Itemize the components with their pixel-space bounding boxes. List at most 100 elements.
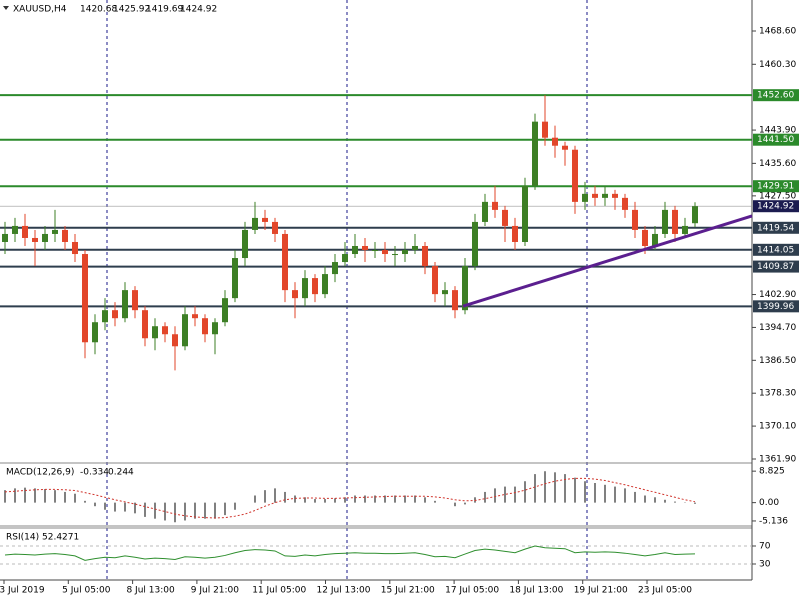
candle-body xyxy=(382,250,388,255)
candle-body xyxy=(202,318,208,335)
ohlc-low: 1419.69 xyxy=(146,5,183,15)
candle-body xyxy=(142,310,148,339)
candle-body xyxy=(512,225,518,242)
candle-body xyxy=(482,201,488,222)
level-label: 1399.96 xyxy=(757,302,794,312)
y-tick-label: 1468.60 xyxy=(759,27,796,37)
ohlc-close: 1424.92 xyxy=(180,5,217,15)
candle-body xyxy=(52,229,58,234)
y-tick-label: 1378.30 xyxy=(759,389,796,399)
macd-value: -0.334 xyxy=(80,468,109,478)
x-tick-label: 3 Jul 2019 xyxy=(0,586,45,596)
candle-body xyxy=(562,145,568,150)
level-label-box xyxy=(753,89,799,102)
x-tick-label: 8 Jul 13:00 xyxy=(126,586,175,596)
candle-body xyxy=(242,229,248,259)
candle-body xyxy=(462,266,468,311)
candle-body xyxy=(232,258,238,299)
macd-signal-line xyxy=(4,477,696,519)
candle-body xyxy=(542,121,548,138)
y-tick-label: 1394.70 xyxy=(759,323,796,333)
level-label: 1452.60 xyxy=(757,91,794,101)
candle-body xyxy=(472,221,478,267)
candle-body xyxy=(632,209,638,230)
current-price-label: 1424.92 xyxy=(757,202,794,212)
candle-body xyxy=(522,185,528,242)
level-label-box xyxy=(753,300,799,313)
level-label-box xyxy=(753,180,799,193)
candle-body xyxy=(92,322,98,343)
candle-body xyxy=(592,193,598,198)
macd-title: MACD(12,26,9) xyxy=(6,468,74,478)
candle-body xyxy=(2,233,8,242)
trend-line xyxy=(462,214,753,308)
candle-body xyxy=(572,149,578,202)
candle-body xyxy=(642,229,648,246)
candle-body xyxy=(152,326,158,339)
candle-body xyxy=(402,250,408,255)
y-tick-label: 8.825 xyxy=(759,467,785,477)
candle-body xyxy=(372,250,378,252)
candle-body xyxy=(432,266,438,295)
y-tick-label: 1402.90 xyxy=(759,290,796,300)
candle-body xyxy=(612,193,618,198)
candle-body xyxy=(62,229,68,242)
rsi-value: 52.4271 xyxy=(42,533,79,543)
level-label: 1441.50 xyxy=(757,135,794,145)
y-tick-label: 1370.10 xyxy=(759,422,796,432)
candle-body xyxy=(422,245,428,267)
candle-body xyxy=(352,245,358,255)
x-tick-label: 18 Jul 13:00 xyxy=(509,586,563,596)
level-label-box xyxy=(753,260,799,273)
candle-body xyxy=(362,245,368,251)
candle-body xyxy=(622,197,628,210)
x-tick-label: 19 Jul 21:00 xyxy=(574,586,628,596)
y-tick-label: 1386.50 xyxy=(759,356,796,366)
candle-body xyxy=(282,233,288,291)
level-label-box xyxy=(753,133,799,146)
candle-body xyxy=(262,217,268,222)
level-label: 1409.87 xyxy=(757,262,794,272)
candle-body xyxy=(42,233,48,242)
symbol-title: XAUUSD,H4 xyxy=(13,5,67,15)
candle-body xyxy=(122,290,128,319)
candle-body xyxy=(292,290,298,299)
y-tick-label: 1361.90 xyxy=(759,454,796,464)
candle-body xyxy=(312,278,318,295)
candle-body xyxy=(72,241,78,255)
candle-body xyxy=(602,193,608,198)
candle-body xyxy=(392,254,398,256)
candle-body xyxy=(652,233,658,246)
candle-body xyxy=(82,254,88,343)
candle-body xyxy=(212,322,218,335)
x-tick-label: 23 Jul 05:00 xyxy=(638,586,692,596)
x-tick-label: 17 Jul 05:00 xyxy=(445,586,499,596)
y-tick-label: 0.00 xyxy=(759,498,779,508)
candle-body xyxy=(222,298,228,323)
candle-body xyxy=(342,254,348,263)
menu-arrow[interactable] xyxy=(3,6,9,10)
level-label-box xyxy=(753,221,799,234)
candle-body xyxy=(442,290,448,295)
rsi-title: RSI(14) xyxy=(6,533,39,543)
x-tick-label: 12 Jul 13:00 xyxy=(317,586,371,596)
level-label: 1414.05 xyxy=(757,245,794,255)
y-tick-label: 30 xyxy=(759,559,771,569)
candle-body xyxy=(272,221,278,234)
ohlc-high: 1425.92 xyxy=(113,5,150,15)
candle-body xyxy=(412,245,418,251)
y-tick-label: -5.136 xyxy=(759,516,788,526)
candle-body xyxy=(172,334,178,347)
y-tick-label: 1435.60 xyxy=(759,159,796,169)
candle-body xyxy=(32,237,38,242)
candle-body xyxy=(692,206,698,224)
candle-body xyxy=(162,326,168,335)
candle-body xyxy=(112,310,118,319)
candle-body xyxy=(502,209,508,226)
candle-body xyxy=(322,274,328,295)
candle-body xyxy=(192,314,198,319)
candle-body xyxy=(22,225,28,238)
level-label: 1429.91 xyxy=(757,182,794,192)
